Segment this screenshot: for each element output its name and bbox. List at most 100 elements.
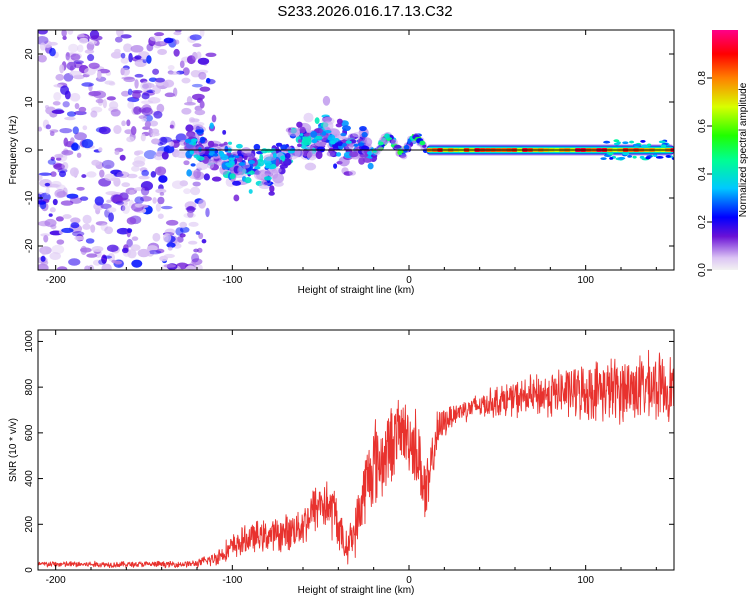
colorbar-tick-label: 0.2 (697, 215, 708, 229)
spectrogram-noise-blob (41, 247, 47, 257)
spectrogram-noise-blob (183, 160, 190, 166)
spectrogram-noise-blob (61, 149, 74, 156)
spectrogram-noise-blob (183, 101, 196, 106)
spectrogram-noise-blob (102, 99, 107, 109)
spectrogram-signal-blob (361, 137, 373, 147)
spectrogram-signal-blob (196, 156, 205, 161)
spectrogram-signal-blob (326, 151, 336, 157)
spectrogram-signal-blob (297, 139, 303, 143)
spectrogram-signal-core (315, 135, 323, 140)
spectrogram-signal-blob (269, 185, 275, 193)
spectrogram-noise-blob (76, 152, 82, 158)
spectrogram-noise-blob (144, 121, 152, 128)
spectrogram-noise-blob (187, 240, 198, 245)
spectrogram-noise-blob (147, 97, 161, 104)
spectrogram-signal-blob (203, 173, 210, 181)
spectrogram-noise-blob (134, 203, 144, 208)
spectrogram-noise-blob (128, 52, 133, 63)
spectrogram-noise-blob (191, 258, 203, 266)
colorbar-tick-label: 0.6 (697, 119, 708, 133)
colorbar-ticks: 0.0 0.2 0.4 0.6 0.8 (697, 71, 712, 277)
spectrogram-noise-blob (138, 175, 150, 180)
spectrogram-signal-blob (195, 129, 204, 133)
spectrogram-signal-blob (322, 120, 334, 132)
spectrogram-noise-blob (174, 39, 180, 45)
spectrogram-noise-blob (74, 102, 80, 110)
spectrogram-signal-blob (240, 147, 252, 156)
spectrogram-noise-blob (51, 244, 65, 255)
spectrogram-signal-core (327, 137, 333, 141)
spectrogram-noise-blob (190, 118, 200, 123)
spectrogram-noise-blob (68, 43, 79, 53)
spectrogram-noise-blob (40, 255, 46, 262)
spectrogram-noise-blob (61, 161, 69, 170)
spectrogram-noise-blob (152, 197, 157, 204)
spectrogram-noise-blob (74, 235, 85, 241)
spectrogram-signal-blob (207, 140, 215, 148)
spectrogram-noise-blob (194, 109, 206, 116)
spectrogram-noise-blob (60, 85, 70, 95)
spectrogram-signal-blob (296, 121, 303, 128)
snr-x-axis-label: Height of straight line (km) (298, 585, 415, 596)
spectrogram-noise-blob (162, 233, 172, 243)
snr-x-tick-label: 0 (406, 575, 412, 586)
spectrogram-noise-blob (155, 77, 165, 83)
spectrogram-signal-blob (358, 157, 366, 165)
spectrogram-noise-blob (141, 92, 150, 100)
spectrogram-noise-blob (157, 213, 164, 219)
spectrogram-noise-blob (62, 35, 67, 40)
spectrogram-converging-blob (407, 138, 411, 145)
spectrogram-x-tick-label: -200 (46, 275, 66, 286)
spectrogram-signal-blob (209, 122, 214, 129)
spectrogram-noise-blob (114, 48, 121, 54)
spectrogram-signal-blob (344, 141, 354, 151)
spectrogram-signal-blob (185, 124, 194, 132)
spectrogram-noise-blob (134, 196, 144, 204)
spectrogram-converging-blob (398, 150, 403, 156)
spectrogram-noise-blob (55, 216, 64, 222)
spectrogram-noise-blob (157, 196, 165, 205)
spectrogram-noise-blob (82, 223, 91, 230)
spectrogram-noise-blob (197, 247, 203, 253)
spectrogram-noise-blob (48, 41, 58, 46)
spectrogram-noise-blob (60, 200, 74, 206)
snr-series-line (38, 349, 674, 569)
spectrogram-noise-blob (135, 150, 144, 155)
spectrogram-noise-blob (151, 138, 161, 145)
spectrogram-noise-blob (48, 213, 53, 217)
spectrogram-noise-blob (87, 54, 95, 62)
spectrogram-noise-blob (175, 133, 187, 142)
spectrogram-noise-blob (120, 34, 132, 39)
spectrogram-noise-blob (65, 52, 77, 58)
spectrogram-noise-blob (193, 248, 199, 253)
spectrogram-noise-blob (152, 68, 160, 75)
spectrogram-noise-blob (116, 30, 124, 37)
spectrogram-noise-blob (50, 171, 57, 177)
spectrogram-noise-blob (193, 169, 202, 179)
spectrogram-noise-blob (70, 137, 75, 144)
spectrogram-noise-blob (73, 60, 84, 64)
spectrogram-noise-blob (70, 217, 81, 224)
spectrogram-noise-blob (148, 249, 162, 255)
tone-ripple-blob (603, 140, 611, 144)
spectrogram-x-tick-label: 100 (577, 275, 594, 286)
spectrogram-noise-blob (185, 207, 197, 211)
spectrogram-noise-blob (95, 221, 108, 226)
spectrogram-noise-blob (205, 52, 217, 57)
spectrogram-signal-blob (222, 129, 227, 135)
colorbar-tick-label: 0.4 (697, 167, 708, 181)
spectrogram-signal-core (219, 152, 225, 157)
spectrogram-noise-blob (199, 86, 211, 92)
spectrogram-y-ticks: -20 -10 0 10 20 (24, 48, 674, 253)
spectrogram-noise-blob (52, 101, 61, 106)
tone-ripple-blob (600, 157, 607, 161)
spectrogram-signal-blob (333, 163, 338, 169)
spectrogram-signal-blob (211, 176, 222, 182)
spectrogram-signal-blob (303, 133, 310, 137)
spectrogram-signal-blob (304, 162, 317, 171)
spectrogram-y-tick-label: 0 (24, 147, 35, 153)
spectrogram-noise-blob (86, 253, 98, 258)
spectrogram-signal-core (330, 140, 336, 145)
spectrogram-noise-blob (110, 51, 122, 59)
spectrogram-signal-core (185, 138, 192, 144)
